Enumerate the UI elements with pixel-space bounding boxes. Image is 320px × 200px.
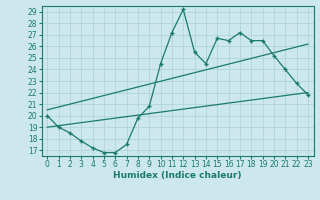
X-axis label: Humidex (Indice chaleur): Humidex (Indice chaleur) — [113, 171, 242, 180]
